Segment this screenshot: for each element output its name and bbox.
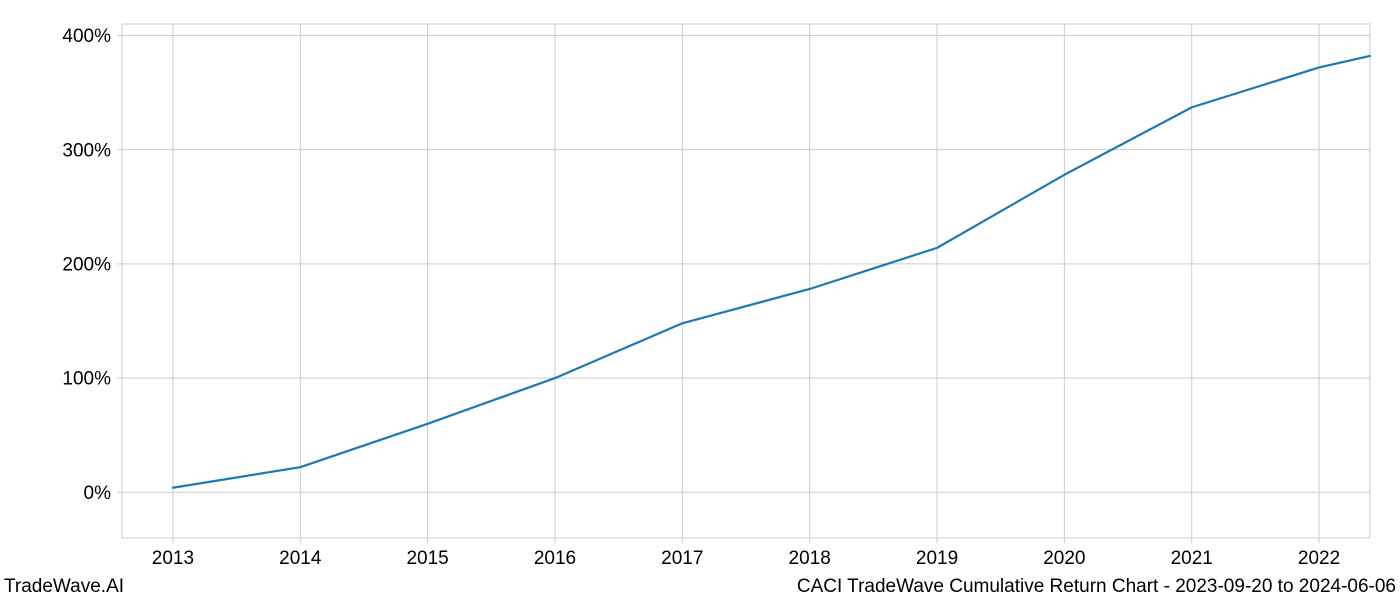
x-tick-label: 2017 xyxy=(661,548,703,569)
y-tick-label: 300% xyxy=(62,140,111,161)
x-tick-label: 2014 xyxy=(279,548,322,569)
x-tick-label: 2019 xyxy=(916,548,958,569)
footer-brand: TradeWave.AI xyxy=(4,576,124,598)
y-tick-label: 0% xyxy=(84,483,112,504)
y-tick-label: 100% xyxy=(62,369,111,390)
x-tick-label: 2015 xyxy=(406,548,448,569)
x-tick-label: 2020 xyxy=(1043,548,1085,569)
line-chart-svg: 2013 2014 2015 2016 2017 2018 2019 2020 2021 2022… xyxy=(0,0,1400,600)
x-tick-label: 2022 xyxy=(1298,548,1340,569)
x-tick-label: 2021 xyxy=(1171,548,1213,569)
x-tick-label: 2016 xyxy=(534,548,576,569)
y-tick-label: 400% xyxy=(62,26,111,47)
chart-container: 2013 2014 2015 2016 2017 2018 2019 2020 2021 2022… xyxy=(0,0,1400,600)
x-tick-label: 2018 xyxy=(789,548,831,569)
y-tick-label: 200% xyxy=(62,255,111,276)
footer-caption: CACI TradeWave Cumulative Return Chart -… xyxy=(797,576,1396,598)
x-tick-label: 2013 xyxy=(152,548,194,569)
